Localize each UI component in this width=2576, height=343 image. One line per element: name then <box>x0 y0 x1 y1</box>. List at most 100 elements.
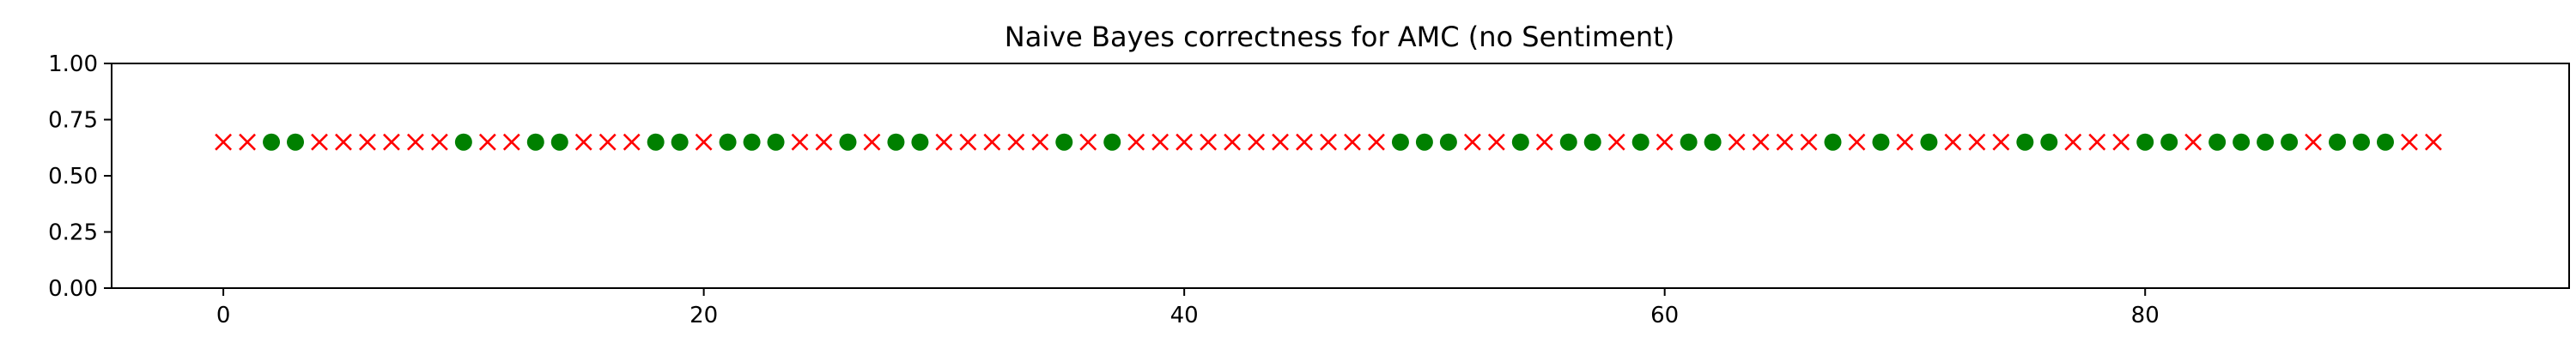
incorrect-point <box>983 133 1001 151</box>
correct-point <box>911 133 929 151</box>
incorrect-point <box>1607 133 1625 151</box>
incorrect-point <box>215 133 233 151</box>
correct-point <box>767 133 785 151</box>
incorrect-point <box>1535 133 1553 151</box>
incorrect-point <box>1463 133 1481 151</box>
incorrect-point <box>1848 133 1866 151</box>
correct-point <box>287 133 305 151</box>
incorrect-point <box>1272 133 1289 151</box>
correct-point <box>454 133 472 151</box>
correct-point <box>2233 133 2251 151</box>
correct-point <box>2016 133 2034 151</box>
incorrect-point <box>1296 133 1313 151</box>
incorrect-point <box>359 133 376 151</box>
incorrect-point <box>1728 133 1746 151</box>
correct-point <box>2353 133 2371 151</box>
y-tick-label: 0.00 <box>48 276 98 302</box>
correct-point <box>1391 133 1409 151</box>
correct-point <box>1824 133 1842 151</box>
correct-point <box>550 133 568 151</box>
incorrect-point <box>695 133 713 151</box>
incorrect-point <box>1200 133 1218 151</box>
y-axis: 0.00 0.25 0.50 0.75 1.00 <box>48 51 112 302</box>
correct-point <box>1872 133 1890 151</box>
incorrect-point <box>1248 133 1265 151</box>
incorrect-point <box>1007 133 1025 151</box>
correct-point <box>1704 133 1722 151</box>
incorrect-point <box>1079 133 1097 151</box>
incorrect-point <box>478 133 496 151</box>
correct-point <box>2376 133 2394 151</box>
incorrect-point <box>1992 133 2010 151</box>
incorrect-point <box>1800 133 1818 151</box>
incorrect-point <box>1320 133 1337 151</box>
correct-point <box>1055 133 1073 151</box>
y-tick-label: 0.25 <box>48 220 98 246</box>
correct-point <box>1583 133 1601 151</box>
incorrect-point <box>623 133 641 151</box>
incorrect-point <box>815 133 833 151</box>
x-axis: 0 20 40 60 80 <box>216 288 2160 328</box>
incorrect-point <box>1752 133 1770 151</box>
incorrect-point <box>2401 133 2418 151</box>
correct-point <box>2329 133 2347 151</box>
correct-point <box>2257 133 2275 151</box>
incorrect-point <box>1176 133 1194 151</box>
incorrect-point <box>2112 133 2130 151</box>
correct-point <box>743 133 761 151</box>
incorrect-point <box>574 133 592 151</box>
incorrect-point <box>1487 133 1505 151</box>
incorrect-point <box>502 133 520 151</box>
correct-point <box>1631 133 1649 151</box>
correct-point <box>1680 133 1698 151</box>
incorrect-point <box>1776 133 1794 151</box>
y-tick-label: 0.50 <box>48 164 98 190</box>
incorrect-point <box>383 133 400 151</box>
incorrect-point <box>598 133 617 151</box>
incorrect-point <box>2425 133 2442 151</box>
correct-point <box>1415 133 1433 151</box>
correct-point <box>1439 133 1457 151</box>
incorrect-point <box>1944 133 1962 151</box>
correct-point <box>647 133 665 151</box>
incorrect-point <box>863 133 881 151</box>
correct-point <box>839 133 857 151</box>
incorrect-point <box>1896 133 1914 151</box>
plot-area-frame <box>111 63 2570 289</box>
incorrect-point <box>1968 133 1986 151</box>
incorrect-point <box>1368 133 1385 151</box>
correct-point <box>1103 133 1121 151</box>
y-tick-label: 0.75 <box>48 108 98 134</box>
correct-point <box>2040 133 2058 151</box>
incorrect-point <box>2088 133 2106 151</box>
chart-title: Naive Bayes correctness for AMC (no Sent… <box>1005 21 1674 53</box>
incorrect-point <box>959 133 977 151</box>
incorrect-point <box>935 133 953 151</box>
correct-point <box>1559 133 1577 151</box>
correct-point <box>1511 133 1529 151</box>
correct-point <box>526 133 544 151</box>
x-tick-label: 40 <box>1170 303 1199 328</box>
correct-point <box>719 133 737 151</box>
incorrect-point <box>791 133 809 151</box>
incorrect-point <box>335 133 352 151</box>
incorrect-point <box>1151 133 1170 151</box>
incorrect-point <box>1127 133 1145 151</box>
correct-point <box>2160 133 2178 151</box>
incorrect-point <box>1224 133 1242 151</box>
correct-point <box>2281 133 2299 151</box>
incorrect-point <box>311 133 328 151</box>
incorrect-point <box>1344 133 1361 151</box>
correct-point <box>2136 133 2154 151</box>
incorrect-point <box>2184 133 2202 151</box>
correct-point <box>1920 133 1938 151</box>
incorrect-point <box>1031 133 1049 151</box>
correct-point <box>2208 133 2227 151</box>
data-markers <box>215 133 2442 151</box>
x-tick-label: 20 <box>690 303 718 328</box>
incorrect-point <box>2064 133 2082 151</box>
x-tick-label: 80 <box>2131 303 2160 328</box>
incorrect-point <box>1656 133 1674 151</box>
x-tick-label: 60 <box>1650 303 1679 328</box>
